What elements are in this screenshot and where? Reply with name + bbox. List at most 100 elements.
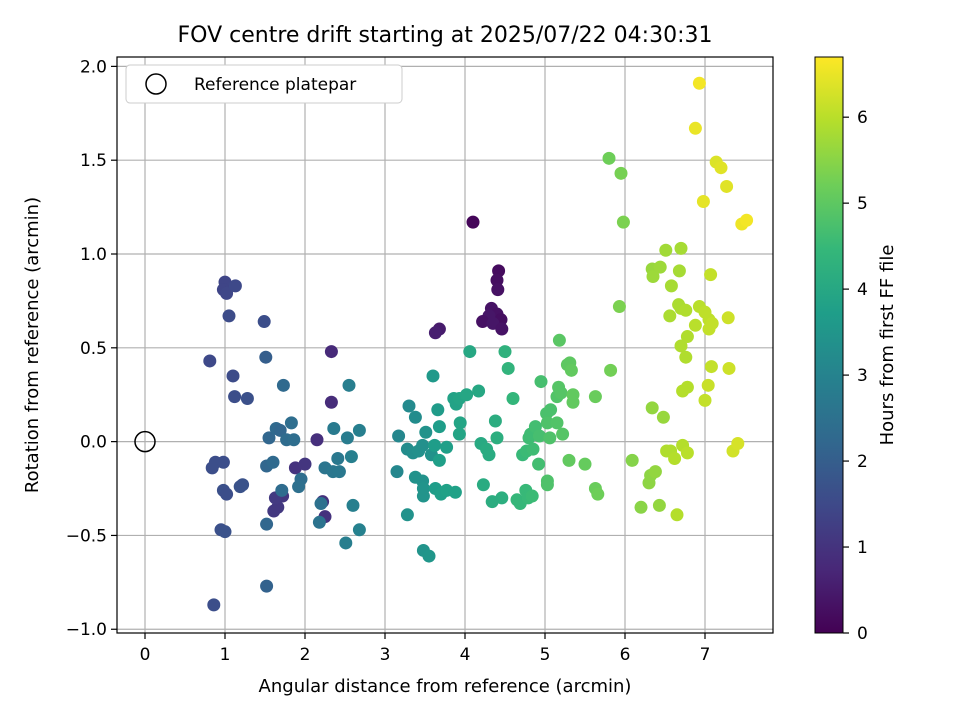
- data-point: [696, 194, 710, 208]
- data-point: [525, 489, 539, 503]
- data-point: [614, 166, 628, 180]
- data-point: [482, 448, 496, 462]
- plot-frame: [116, 56, 774, 634]
- data-point: [616, 215, 630, 229]
- data-point: [552, 333, 566, 347]
- data-point: [228, 279, 242, 293]
- data-point: [495, 322, 509, 336]
- data-point: [653, 260, 667, 274]
- data-point: [566, 395, 580, 409]
- data-point: [260, 579, 274, 593]
- data-point: [472, 384, 486, 398]
- data-point: [532, 457, 546, 471]
- data-point: [344, 450, 358, 464]
- data-point: [428, 438, 442, 452]
- data-point: [532, 429, 546, 443]
- data-point: [207, 598, 221, 612]
- y-tick-label: 0.5: [80, 339, 107, 359]
- chart-title: FOV centre drift starting at 2025/07/22 …: [178, 23, 713, 48]
- data-point: [674, 339, 688, 353]
- data-point: [562, 453, 576, 467]
- data-point: [203, 354, 217, 368]
- data-point: [453, 416, 467, 430]
- data-point: [692, 76, 706, 90]
- colorbar-tick-label: 0: [857, 624, 868, 644]
- data-point: [432, 420, 446, 434]
- data-point: [220, 286, 234, 300]
- y-tick-label: −1.0: [66, 620, 107, 640]
- data-point: [428, 326, 442, 340]
- data-point: [466, 215, 480, 229]
- data-point: [440, 440, 454, 454]
- data-point: [426, 369, 440, 383]
- data-point: [452, 427, 466, 441]
- data-point: [485, 495, 499, 509]
- data-point: [292, 480, 306, 494]
- data-point: [266, 455, 280, 469]
- data-point: [390, 465, 404, 479]
- data-point: [540, 478, 554, 492]
- data-point: [498, 345, 512, 359]
- x-axis-ticks: 0 1 2 3 4 5 6 7: [140, 633, 710, 665]
- data-point: [220, 487, 234, 501]
- data-point: [416, 438, 430, 452]
- colorbar-gradient: [814, 56, 844, 634]
- x-tick-label: 1: [220, 645, 231, 665]
- data-point: [327, 421, 341, 435]
- data-point: [448, 485, 462, 499]
- data-point: [287, 433, 301, 447]
- legend: Reference platepar: [125, 64, 403, 104]
- data-point: [663, 309, 677, 323]
- data-point: [656, 410, 670, 424]
- data-point: [259, 350, 273, 364]
- data-point: [431, 403, 445, 417]
- data-point: [352, 423, 366, 437]
- data-point: [722, 361, 736, 375]
- y-tick-label: 2.0: [80, 57, 107, 77]
- x-axis-label: Angular distance from reference (arcmin): [259, 676, 632, 697]
- data-points: [203, 76, 754, 612]
- y-tick-label: 1.5: [80, 151, 107, 171]
- data-point: [704, 268, 718, 282]
- y-axis-ticks: −1.0 −0.5 0.0 0.5 1.0 1.5 2.0: [66, 57, 117, 640]
- y-axis-label: Rotation from reference (arcmin): [22, 197, 43, 493]
- data-point: [460, 388, 474, 402]
- data-point: [284, 416, 298, 430]
- data-point: [634, 500, 648, 514]
- data-point: [400, 508, 414, 522]
- data-point: [262, 431, 276, 445]
- data-point: [339, 536, 353, 550]
- data-point: [588, 390, 602, 404]
- data-point: [679, 350, 693, 364]
- data-point: [720, 179, 734, 193]
- colorbar: 0 1 2 3 4 5 6 Hours from first FF file: [814, 56, 898, 644]
- data-point: [490, 431, 504, 445]
- data-point: [257, 315, 271, 329]
- data-point: [332, 465, 346, 479]
- data-point: [731, 437, 745, 451]
- data-point: [476, 315, 490, 329]
- colorbar-label: Hours from first FF file: [877, 245, 898, 446]
- data-point: [432, 453, 446, 467]
- data-point: [556, 427, 570, 441]
- data-point: [591, 487, 605, 501]
- colorbar-tick-label: 3: [857, 366, 868, 386]
- data-point: [342, 378, 356, 392]
- data-point: [506, 391, 520, 405]
- data-point: [408, 410, 422, 424]
- data-point: [226, 369, 240, 383]
- data-point: [564, 363, 578, 377]
- data-point: [646, 270, 660, 284]
- y-tick-label: 0.0: [80, 433, 107, 453]
- data-point: [419, 425, 433, 439]
- data-point: [602, 151, 616, 165]
- data-point: [672, 264, 686, 278]
- data-point: [604, 363, 618, 377]
- data-point: [222, 309, 236, 323]
- data-point: [340, 431, 354, 445]
- data-point: [310, 433, 324, 447]
- data-point: [543, 431, 557, 445]
- data-point: [540, 416, 554, 430]
- data-point: [721, 311, 735, 325]
